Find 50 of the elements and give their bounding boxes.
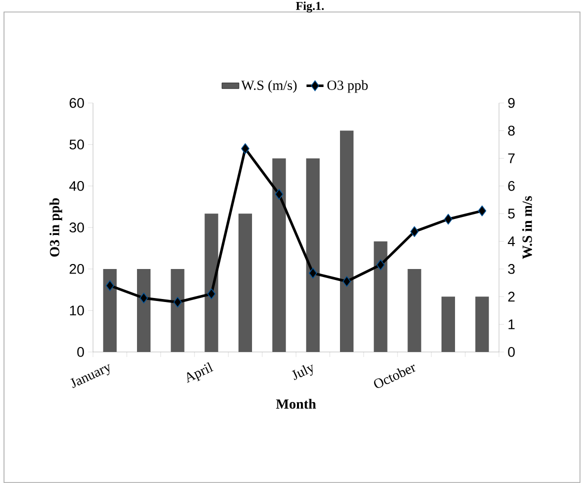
bar bbox=[475, 296, 489, 352]
y2-tick-label: 1 bbox=[508, 320, 515, 330]
bar bbox=[170, 268, 184, 352]
point bbox=[173, 296, 182, 308]
y2-tick-label: 4 bbox=[508, 236, 515, 246]
point bbox=[274, 188, 284, 200]
point bbox=[444, 214, 452, 225]
y-tick-label: 10 bbox=[70, 306, 84, 316]
y-tick-label: 20 bbox=[70, 264, 84, 274]
point bbox=[376, 259, 385, 270]
point bbox=[478, 205, 486, 216]
bar bbox=[103, 268, 117, 352]
point bbox=[241, 143, 250, 154]
legend-label: W.S (m/s) bbox=[241, 80, 297, 93]
x-tick-label: April bbox=[187, 362, 214, 383]
bar bbox=[408, 268, 422, 352]
y2-tick-label: 8 bbox=[508, 126, 515, 136]
point bbox=[106, 280, 114, 291]
point bbox=[207, 288, 216, 300]
bar bbox=[306, 158, 320, 352]
y-tick-label: 40 bbox=[69, 181, 84, 191]
y2-axis-title: W.S in m/s bbox=[522, 196, 532, 260]
x-tick-label: July bbox=[292, 364, 313, 380]
y2-tick-label: 3 bbox=[508, 264, 515, 274]
bar bbox=[204, 214, 218, 352]
y-axis-title: O3 in ppb bbox=[49, 198, 62, 257]
y-tick-label: 0 bbox=[77, 347, 84, 357]
y-tick-label: 30 bbox=[70, 222, 84, 232]
y2-tick-label: 2 bbox=[508, 292, 515, 302]
legend-label: O3 ppb bbox=[327, 80, 368, 93]
bar bbox=[272, 158, 286, 352]
bar bbox=[238, 214, 252, 352]
bar bbox=[136, 268, 151, 352]
point bbox=[342, 276, 351, 287]
y2-tick-label: 5 bbox=[508, 208, 515, 219]
bar bbox=[441, 296, 456, 352]
chart-title: Fig.1. bbox=[296, 2, 324, 12]
point bbox=[140, 292, 148, 304]
x-tick-label: October bbox=[374, 364, 416, 388]
y2-tick-label: 0 bbox=[508, 347, 515, 357]
y-tick-label: 50 bbox=[70, 140, 84, 150]
y2-tick-label: 7 bbox=[508, 154, 515, 164]
bar bbox=[374, 241, 388, 352]
point bbox=[410, 226, 419, 238]
point bbox=[308, 268, 318, 279]
y2-tick-label: 9 bbox=[508, 98, 515, 108]
y2-tick-label: 6 bbox=[508, 181, 515, 191]
bar bbox=[340, 130, 354, 352]
x-axis-title: Month bbox=[276, 398, 316, 409]
y-tick-label: 60 bbox=[70, 98, 84, 108]
